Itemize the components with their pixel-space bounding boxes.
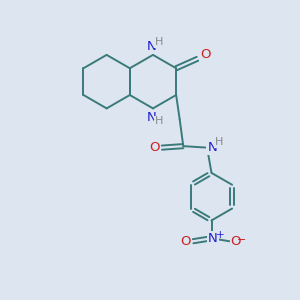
Text: N: N <box>208 141 217 154</box>
Text: O: O <box>180 235 191 248</box>
Text: N: N <box>147 40 156 53</box>
Text: N: N <box>208 232 218 245</box>
Text: +: + <box>216 230 225 240</box>
Text: O: O <box>149 141 159 154</box>
Text: H: H <box>155 38 164 47</box>
Text: O: O <box>200 48 211 61</box>
Text: H: H <box>215 137 224 147</box>
Text: O: O <box>231 235 241 248</box>
Text: −: − <box>237 235 247 245</box>
Text: H: H <box>155 116 164 127</box>
Text: N: N <box>147 111 156 124</box>
